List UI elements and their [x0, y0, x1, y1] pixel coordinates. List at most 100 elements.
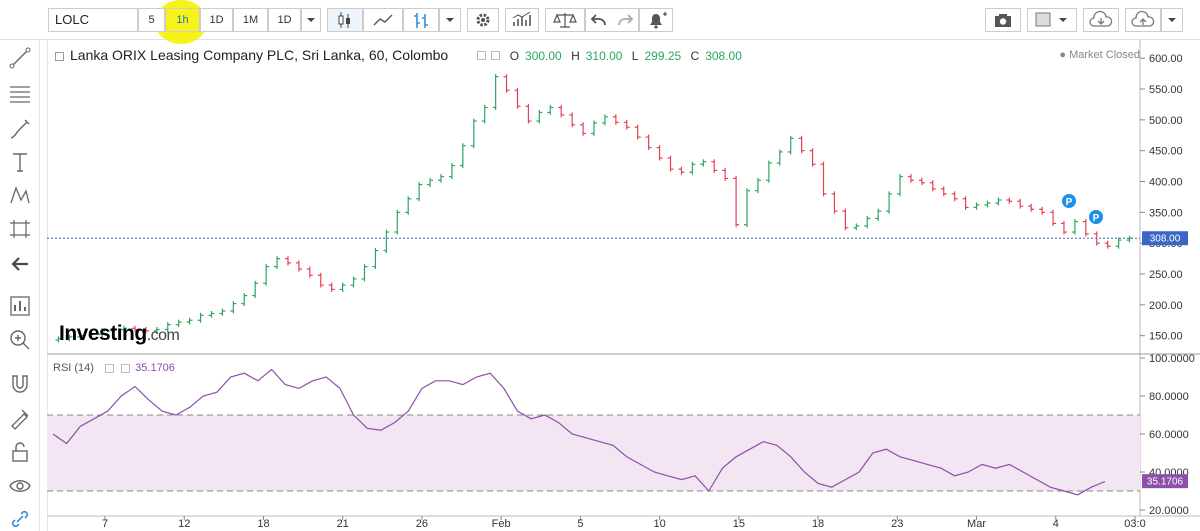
pattern-icon[interactable]	[8, 183, 32, 207]
measure-icon[interactable]	[8, 217, 32, 241]
chart-style-dropdown[interactable]	[439, 8, 461, 32]
camera-icon	[995, 14, 1011, 27]
candles-icon	[338, 12, 350, 28]
layout-icon	[1035, 12, 1067, 27]
logo-suffix: .com	[146, 327, 180, 344]
price-axis-label: 500.00	[1149, 115, 1183, 127]
rsi-settings-icon[interactable]	[105, 363, 115, 373]
current-price-tag	[1142, 231, 1188, 246]
event-marker[interactable]: P	[1062, 194, 1076, 208]
chevron-down-icon	[446, 18, 454, 22]
price-axis-label: 250.00	[1149, 269, 1183, 281]
zoom-icon[interactable]	[8, 328, 32, 352]
compare-button[interactable]	[545, 8, 585, 32]
chart-area[interactable]: 600.00 550.00 500.00 450.00 400.00 350.00 300.…	[47, 40, 1200, 531]
open-value: 300.00	[525, 49, 562, 63]
time-axis-label: 12	[178, 518, 190, 530]
alert-button[interactable]	[639, 8, 673, 32]
eye-icon[interactable]	[8, 474, 32, 498]
brush-icon[interactable]	[8, 117, 32, 141]
price-axis-label: 150.00	[1149, 331, 1183, 343]
interval-1m-button[interactable]: 1M	[233, 8, 268, 32]
rsi-axis-label: 80.0000	[1149, 391, 1189, 403]
rsi-value-tag	[1142, 474, 1188, 489]
open-label: O	[509, 49, 520, 63]
cloud-upload-icon	[1131, 10, 1155, 27]
candles-style-button[interactable]	[327, 8, 363, 32]
time-axis-label: 03:0	[1124, 518, 1145, 530]
link-icon[interactable]	[8, 507, 32, 531]
time-axis-label: Mar	[967, 518, 986, 530]
chevron-down-icon	[307, 18, 315, 22]
trend-line-icon[interactable]	[8, 46, 32, 70]
interval-dropdown-button[interactable]	[301, 8, 321, 32]
undo-redo-group	[585, 8, 639, 32]
chart-title: Lanka ORIX Leasing Company PLC, Sri Lank…	[70, 47, 449, 63]
current-price-tag-text: 308.00	[1150, 234, 1181, 245]
indicators-icon[interactable]	[8, 294, 32, 318]
time-axis-label: 7	[102, 518, 108, 530]
rsi-label: RSI (14)	[53, 362, 94, 374]
logo-main: Investing	[59, 322, 147, 345]
bars-icon	[414, 13, 428, 28]
snapshot-button[interactable]	[985, 8, 1021, 32]
bars-style-button[interactable]	[403, 8, 439, 32]
interval-5-button[interactable]: 5	[138, 8, 165, 32]
cloud-upload-button[interactable]	[1125, 8, 1161, 32]
price-axis: 600.00550.00500.00450.00400.00350.00300.…	[1140, 53, 1183, 343]
price-axis-label: 450.00	[1149, 146, 1183, 158]
low-value: 299.25	[644, 49, 682, 63]
rsi-axis-label: 20.0000	[1149, 505, 1189, 517]
cloud-download-icon	[1089, 10, 1113, 27]
area-style-button[interactable]	[363, 8, 403, 32]
rsi-close-icon[interactable]	[121, 363, 131, 373]
redo-icon[interactable]	[612, 9, 638, 31]
collapse-icon[interactable]	[55, 51, 64, 61]
price-axis-label: 600.00	[1149, 53, 1183, 65]
interval-1d-button[interactable]: 1D	[200, 8, 233, 32]
top-toolbar: LOLC 5 1h 1D 1M 1D	[0, 0, 1200, 44]
indicators-icon	[512, 11, 531, 26]
cloud-dropdown[interactable]	[1161, 8, 1183, 32]
interval-1d-alt-button[interactable]: 1D	[268, 8, 301, 32]
drawing-tools-sidebar	[0, 0, 40, 531]
close-value: 308.00	[705, 49, 742, 63]
price-axis-label: 400.00	[1149, 177, 1183, 189]
time-axis-label: 23	[891, 518, 903, 530]
layout-selector[interactable]	[1027, 8, 1077, 32]
scales-icon	[553, 13, 577, 28]
text-tool-icon[interactable]	[8, 150, 32, 174]
interval-1h-button[interactable]: 1h	[165, 8, 200, 32]
time-axis-label: Feb	[492, 518, 511, 530]
time-axis-label: 18	[257, 518, 269, 530]
rsi-band	[47, 415, 1140, 491]
horizontal-lines-icon[interactable]	[8, 82, 32, 106]
settings-icon[interactable]	[477, 51, 486, 60]
investing-logo: Investing.com	[59, 322, 180, 346]
indicators-button[interactable]	[505, 8, 539, 32]
settings-button[interactable]	[467, 8, 499, 32]
close-icon[interactable]	[491, 51, 501, 60]
chart-canvas[interactable]: 600.00 550.00 500.00 450.00 400.00 350.00 300.…	[47, 40, 1200, 531]
undo-icon[interactable]	[586, 9, 612, 31]
lock-icon[interactable]	[8, 440, 32, 464]
price-axis-label: 350.00	[1149, 207, 1183, 219]
time-axis: 7 12 18 21 26 Feb 5 10 15 18 23 Mar 4 03:0	[102, 516, 1146, 530]
rsi-axis-label: 100.0000	[1149, 353, 1195, 365]
event-marker-label: P	[1066, 197, 1073, 208]
magnet-icon[interactable]	[8, 372, 32, 396]
event-marker-label: P	[1093, 213, 1100, 224]
event-marker[interactable]: P	[1089, 210, 1103, 224]
area-chart-icon	[373, 14, 393, 26]
market-status-text: Market Closed	[1069, 49, 1140, 61]
back-arrow-icon[interactable]	[8, 252, 32, 276]
chart-legend: Lanka ORIX Leasing Company PLC, Sri Lank…	[55, 47, 448, 63]
cloud-download-button[interactable]	[1083, 8, 1119, 32]
gear-icon	[476, 13, 490, 27]
chevron-down-icon	[1168, 18, 1176, 22]
symbol-search-input[interactable]: LOLC	[48, 8, 138, 32]
lock-drawing-icon[interactable]	[8, 406, 32, 430]
ohlc-readout: O 300.00 H 310.00 L 299.25 C 308.00	[477, 49, 748, 63]
